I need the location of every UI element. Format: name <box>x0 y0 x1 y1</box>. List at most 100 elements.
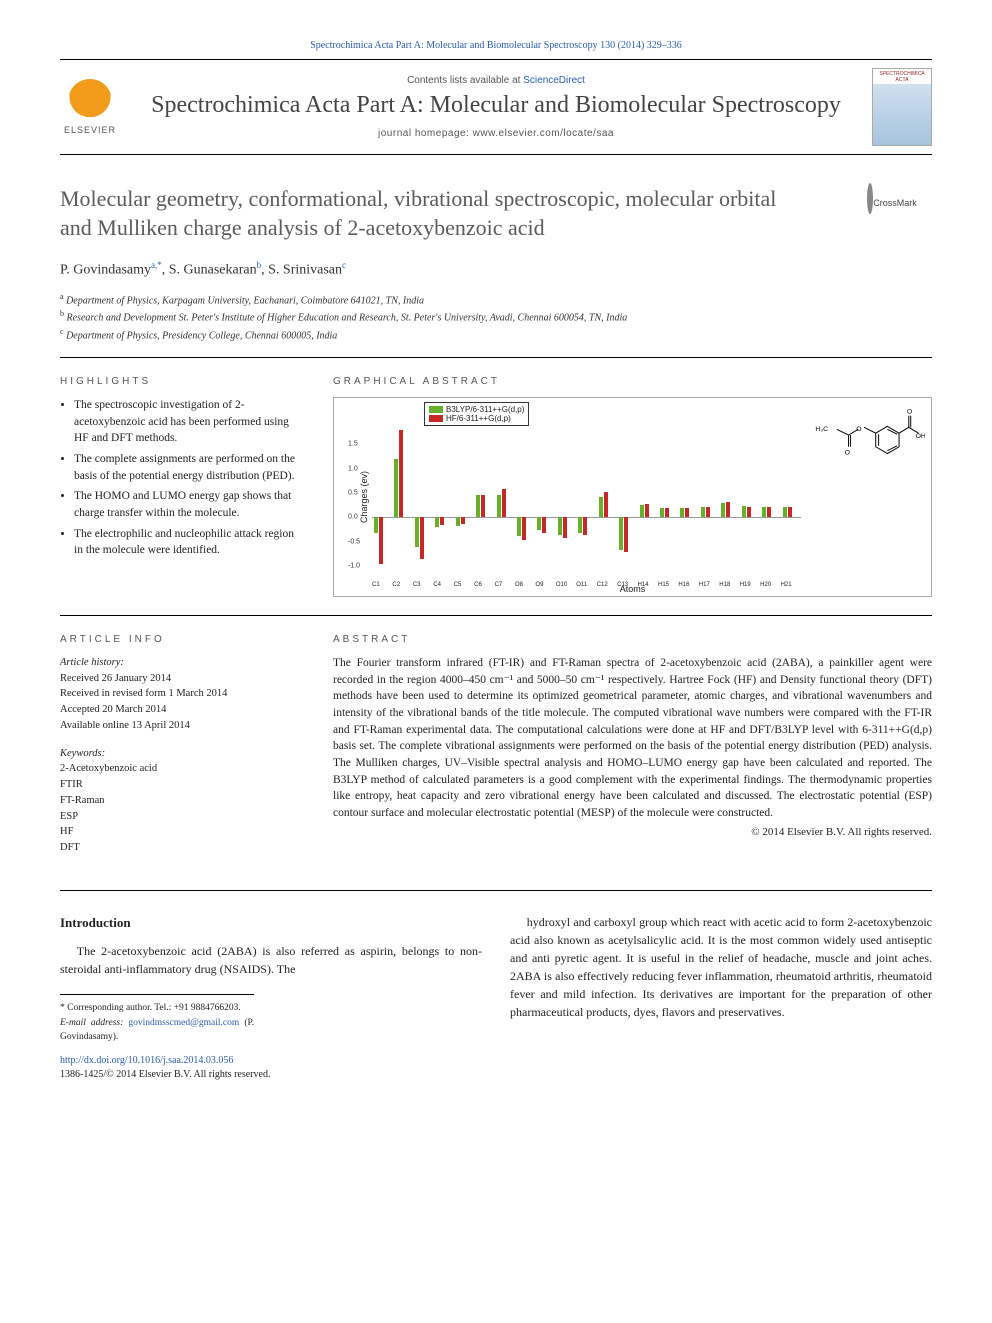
corr-author-line: * Corresponding author. Tel.: +91 988476… <box>60 1001 254 1015</box>
author-3: S. Srinivasan <box>268 263 342 278</box>
graphical-abstract-chart: B3LYP/6-311++G(d,p) HF/6-311++G(d,p) Cha… <box>333 397 932 597</box>
chart-bar <box>783 507 787 518</box>
elsevier-tree-icon <box>68 79 112 123</box>
introduction-para-2: hydroxyl and carboxyl group which react … <box>510 913 932 1021</box>
chart-bar <box>435 517 439 527</box>
contents-prefix: Contents lists available at <box>407 75 523 86</box>
chart-bar <box>619 517 623 549</box>
author-3-affil: c <box>342 260 346 270</box>
chart-y-tick: -0.5 <box>348 538 360 545</box>
affiliation-c: c Department of Physics, Presidency Coll… <box>60 326 932 343</box>
divider <box>60 890 932 891</box>
chart-bar <box>706 507 710 518</box>
chart-bar <box>578 517 582 533</box>
crossmark-badge[interactable]: CrossMark <box>852 185 932 214</box>
corresponding-author-footnote: * Corresponding author. Tel.: +91 988476… <box>60 994 254 1044</box>
crossmark-label: CrossMark <box>873 198 917 208</box>
chart-x-tick-label: H18 <box>719 582 730 588</box>
introduction-section: Introduction The 2-acetoxybenzoic acid (… <box>60 913 932 1082</box>
article-history-head: Article history: <box>60 655 305 671</box>
highlight-item: The spectroscopic investigation of 2-ace… <box>74 397 305 447</box>
chart-bar <box>788 507 792 518</box>
chart-x-tick-label: C4 <box>433 582 441 588</box>
highlight-item: The HOMO and LUMO energy gap shows that … <box>74 488 305 521</box>
chart-bar <box>522 517 526 540</box>
chart-y-tick: 0.5 <box>348 489 358 496</box>
chart-bar <box>517 517 521 536</box>
publisher-name: ELSEVIER <box>60 125 120 135</box>
chart-bar <box>742 506 746 517</box>
graphical-abstract-block: GRAPHICAL ABSTRACT B3LYP/6-311++G(d,p) H… <box>333 376 932 597</box>
article-history: Article history: Received 26 January 201… <box>60 655 305 734</box>
graphical-abstract-heading: GRAPHICAL ABSTRACT <box>333 376 932 387</box>
author-2-affil: b <box>257 260 262 270</box>
keywords-head: Keywords: <box>60 746 305 762</box>
chart-bar <box>604 492 608 517</box>
affiliation-b: b Research and Development St. Peter's I… <box>60 308 932 325</box>
legend-item-1: B3LYP/6-311++G(d,p) <box>429 405 524 414</box>
keyword: ESP <box>60 809 305 825</box>
doi-block: http://dx.doi.org/10.1016/j.saa.2014.03.… <box>60 1054 482 1082</box>
chart-bar <box>481 495 485 517</box>
keyword: HF <box>60 824 305 840</box>
chart-x-tick-label: C7 <box>495 582 503 588</box>
chart-bar <box>415 517 419 546</box>
keywords-block: Keywords: 2-Acetoxybenzoic acid FTIR FT-… <box>60 746 305 856</box>
chart-bar <box>379 517 383 563</box>
keyword: FTIR <box>60 777 305 793</box>
chart-bar <box>624 517 628 552</box>
abstract-text: The Fourier transform infrared (FT-IR) a… <box>333 655 932 822</box>
corr-email-link[interactable]: govindmsscmed@gmail.com <box>128 1018 239 1028</box>
issn-copyright: 1386-1425/© 2014 Elsevier B.V. All right… <box>60 1069 270 1080</box>
chart-bar <box>599 497 603 517</box>
chart-x-tick-label: C12 <box>597 582 608 588</box>
affiliation-a: a Department of Physics, Karpagam Univer… <box>60 291 932 308</box>
chart-x-tick-label: H14 <box>638 582 649 588</box>
chart-bar <box>542 517 546 533</box>
chart-bar <box>497 495 501 517</box>
keyword: FT-Raman <box>60 793 305 809</box>
chart-x-tick-label: C3 <box>413 582 421 588</box>
molecule-structure-icon: O OH O O H₃C <box>807 404 925 474</box>
highlight-item: The electrophilic and nucleophilic attac… <box>74 526 305 559</box>
highlight-item: The complete assignments are performed o… <box>74 451 305 484</box>
chart-x-tick-label: C1 <box>372 582 380 588</box>
author-list: P. Govindasamya,*, S. Gunasekaranb, S. S… <box>60 260 932 279</box>
chart-x-tick-label: H15 <box>658 582 669 588</box>
chart-bar <box>726 502 730 518</box>
chart-x-tick-label: C6 <box>474 582 482 588</box>
chart-x-tick-label: O8 <box>515 582 523 588</box>
chart-bar <box>665 508 669 517</box>
introduction-para-1: The 2-acetoxybenzoic acid (2ABA) is also… <box>60 942 482 978</box>
svg-text:O: O <box>845 449 850 456</box>
chart-bar <box>640 505 644 518</box>
highlights-block: HIGHLIGHTS The spectroscopic investigati… <box>60 376 305 597</box>
chart-bar <box>721 503 725 518</box>
chart-x-tick-label: H19 <box>740 582 751 588</box>
abstract-block: ABSTRACT The Fourier transform infrared … <box>333 634 932 868</box>
chart-bar <box>685 508 689 517</box>
sciencedirect-link[interactable]: ScienceDirect <box>523 75 585 86</box>
chart-bar <box>502 489 506 517</box>
chart-bar <box>374 517 378 533</box>
chart-bar <box>537 517 541 530</box>
chart-y-axis-label: Charges (ev) <box>359 471 369 523</box>
divider <box>60 615 932 616</box>
article-info-heading: ARTICLE INFO <box>60 634 305 645</box>
doi-link[interactable]: http://dx.doi.org/10.1016/j.saa.2014.03.… <box>60 1055 233 1066</box>
contents-available-line: Contents lists available at ScienceDirec… <box>128 75 864 86</box>
author-1: P. Govindasamy <box>60 263 151 278</box>
chart-bar <box>762 507 766 518</box>
info-abstract-row: ARTICLE INFO Article history: Received 2… <box>60 634 932 868</box>
chart-bar <box>461 517 465 524</box>
highlights-ga-row: HIGHLIGHTS The spectroscopic investigati… <box>60 376 932 597</box>
chart-x-tick-label: C2 <box>392 582 400 588</box>
journal-reference: Spectrochimica Acta Part A: Molecular an… <box>60 40 932 51</box>
svg-text:H₃C: H₃C <box>815 426 828 433</box>
journal-title: Spectrochimica Acta Part A: Molecular an… <box>128 92 864 120</box>
abstract-heading: ABSTRACT <box>333 634 932 645</box>
author-1-affil: a,* <box>151 260 162 270</box>
chart-bar <box>701 507 705 518</box>
chart-bar <box>420 517 424 558</box>
chart-x-tick-label: O10 <box>556 582 567 588</box>
